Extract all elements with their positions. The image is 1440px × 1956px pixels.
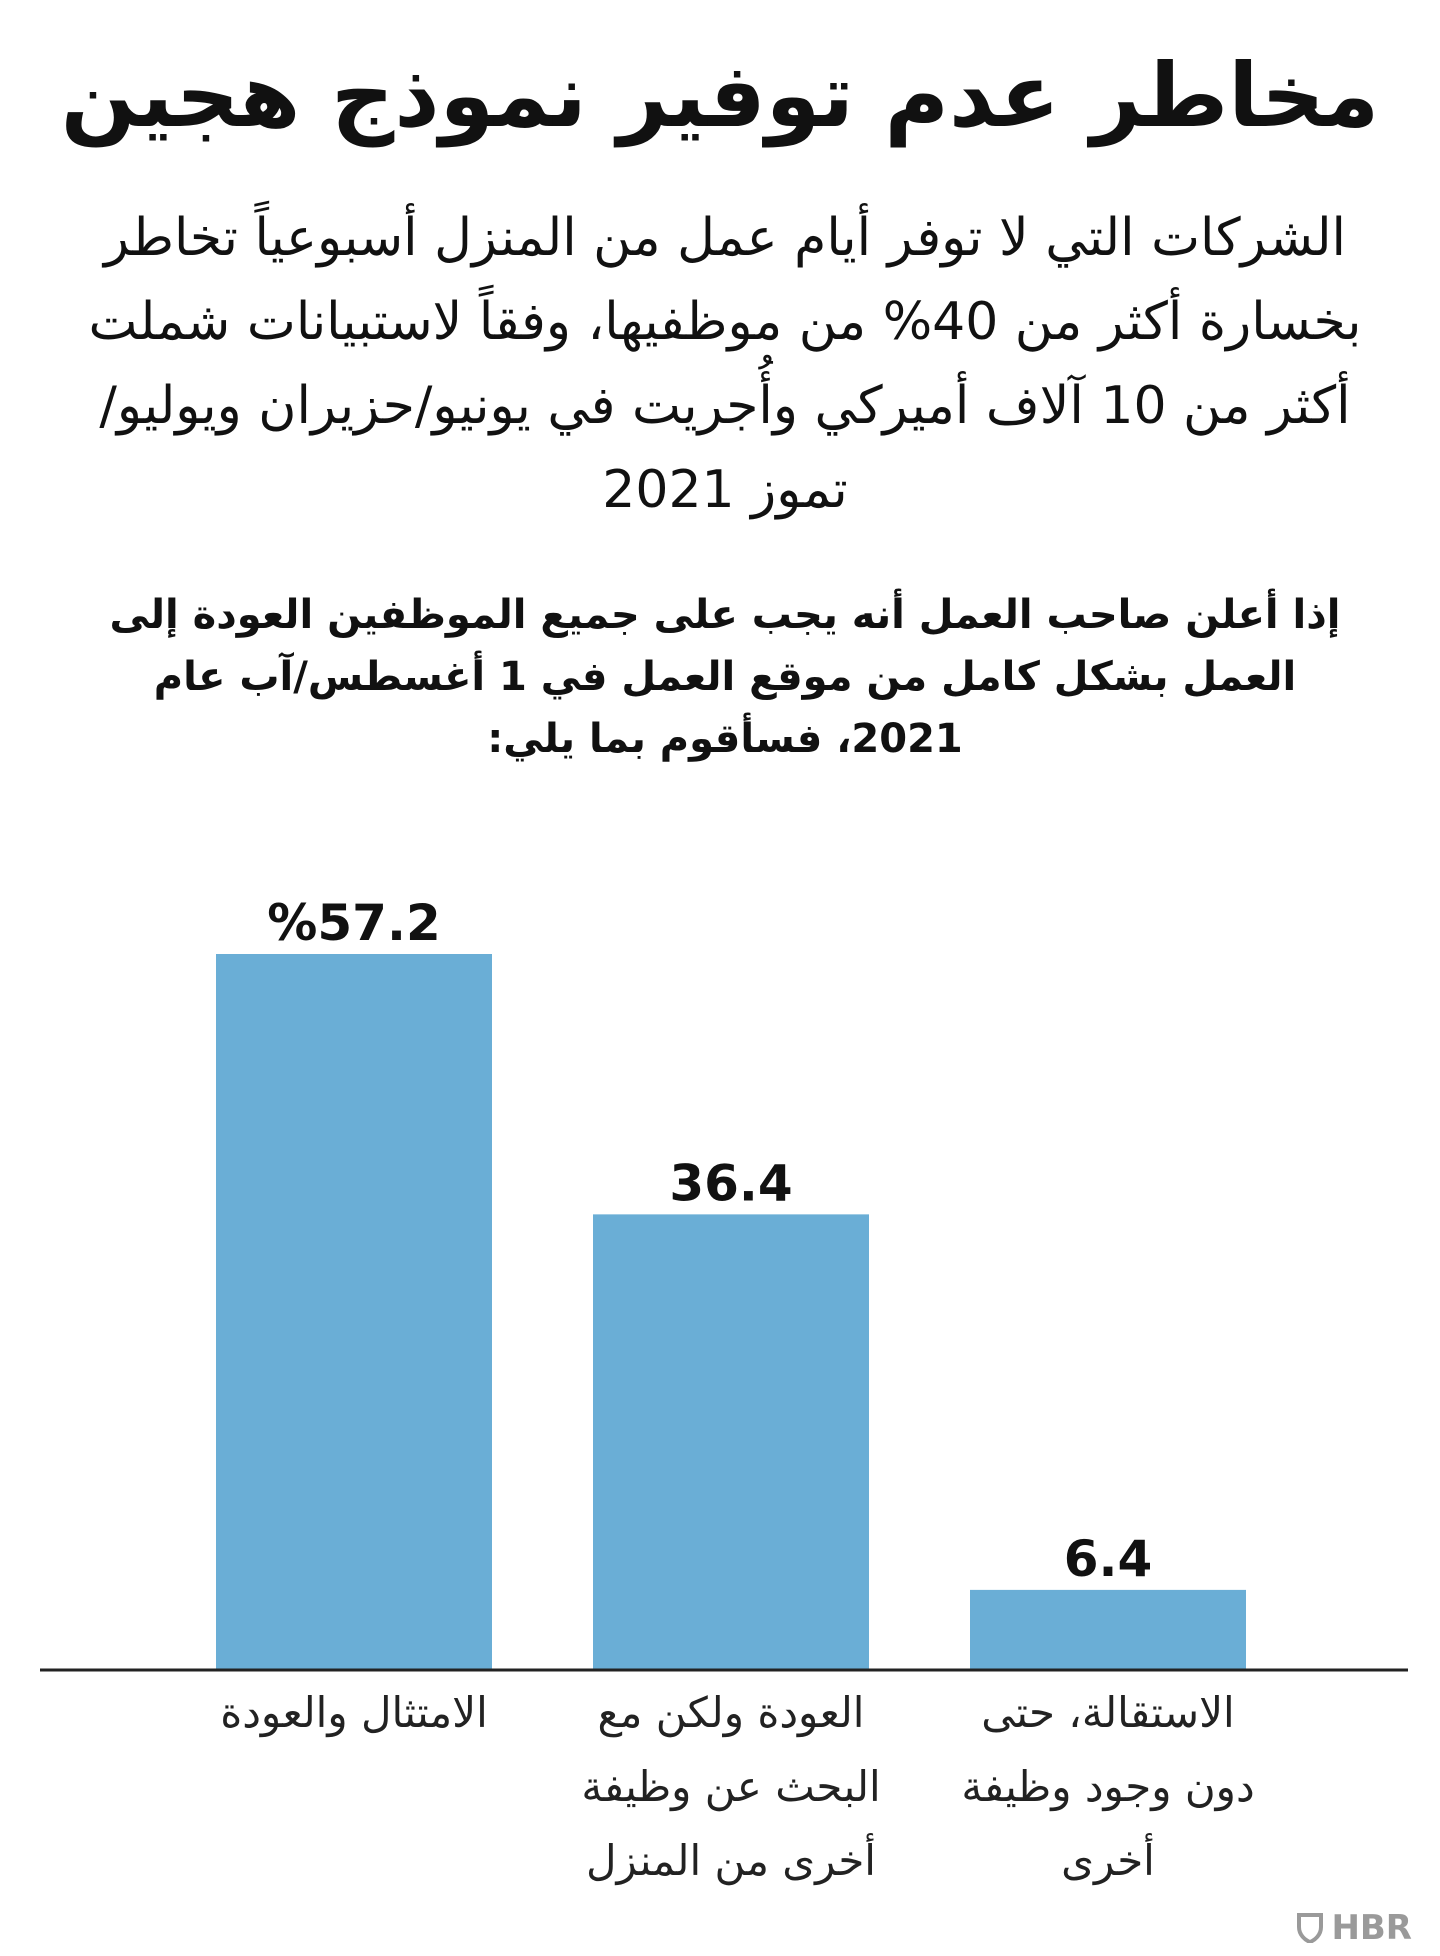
hbr-shield-icon	[1297, 1913, 1324, 1943]
chart-subtitle: الشركات التي لا توفر أيام عمل من المنزل …	[88, 208, 1362, 520]
category-label-2: العودة ولكن مع البحث عن وظيفة أخرى من ال…	[581, 1688, 881, 1885]
bar-3	[970, 1589, 1246, 1670]
category-label-3: الاستقالة، حتى دون وجود وظيفة أخرى	[961, 1688, 1255, 1885]
survey-question: إذا أعلن صاحب العمل أنه يجب على جميع الم…	[109, 592, 1341, 762]
value-label-1: %57.2	[267, 894, 440, 952]
chart-title: مخاطر عدم توفير نموذج هجين	[60, 44, 1380, 147]
category-label-1: الامتثال والعودة	[220, 1688, 488, 1737]
bar-2	[593, 1214, 869, 1670]
value-label-3: 6.4	[1064, 1530, 1153, 1588]
value-label-2: 36.4	[669, 1154, 792, 1212]
hbr-logo: HBR	[1297, 1908, 1412, 1948]
hbr-logo-text: HBR	[1331, 1908, 1412, 1948]
bar-1	[216, 954, 492, 1670]
